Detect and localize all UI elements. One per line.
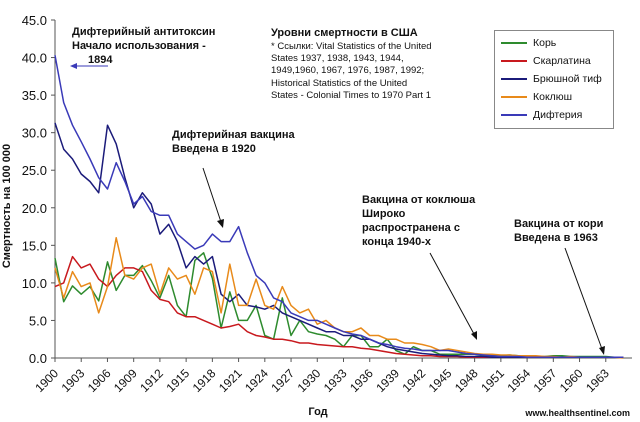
antitoxin-line2: Начало использования -: [72, 40, 206, 52]
x-tick-label: 1942: [400, 366, 429, 395]
y-tick-label: 40.0: [22, 51, 47, 66]
source-line4: Historical Statistics of the United: [271, 77, 408, 89]
legend-item-typhoid: Брюшной тиф: [501, 72, 613, 86]
legend-item-measles: Корь: [501, 36, 613, 50]
x-tick-label: 1933: [321, 366, 350, 395]
y-tick-label: 30.0: [22, 126, 47, 141]
source-line3: 1949,1960, 1967, 1976, 1987, 1992;: [271, 65, 425, 77]
legend-item-pertussis: Коклюш: [501, 90, 613, 104]
measles-line2: Введена в 1963: [514, 232, 598, 244]
x-tick-label: 1948: [452, 366, 481, 395]
x-tick-label: 1954: [504, 366, 533, 395]
y-tick-label: 35.0: [22, 88, 47, 103]
legend-label-typhoid: Брюшной тиф: [533, 73, 602, 85]
x-tick-label: 1903: [59, 366, 88, 395]
antitoxin-line1: Дифтерийный антитоксин: [72, 26, 216, 38]
legend-label-measles: Корь: [533, 37, 557, 49]
x-tick-label: 1915: [163, 366, 192, 395]
legend: Корь Скарлатина Брюшной тиф Коклюш Дифте…: [494, 30, 614, 129]
pertussis-line4: конца 1940-х: [362, 236, 432, 248]
x-tick-label: 1909: [111, 366, 140, 395]
source-line2: States 1937, 1938, 1943, 1944,: [271, 53, 404, 65]
legend-label-pertussis: Коклюш: [533, 91, 573, 103]
diph-vaccine-arrowhead: [217, 219, 224, 228]
y-tick-label: 15.0: [22, 238, 47, 253]
x-tick-label: 1936: [347, 366, 376, 395]
pertussis-line3: распространена с: [362, 222, 460, 234]
watermark: www.healthsentinel.com: [524, 408, 630, 418]
measles-arrow: [564, 247, 603, 350]
antitoxin-arrowhead: [70, 63, 77, 69]
x-tick-label: 1960: [557, 366, 586, 395]
pertussis-line2: Широко: [362, 208, 406, 220]
y-tick-label: 25.0: [22, 163, 47, 178]
series-line-3: [54, 237, 624, 359]
pertussis-annotation: Вакцина от коклюша Широко распространена…: [362, 193, 475, 249]
source-block: Уровни смертности в США * Ссылки: Vital …: [271, 26, 432, 102]
antitoxin-year: 1894: [88, 54, 113, 66]
legend-swatch-diphtheria: [501, 114, 527, 116]
diph-vaccine-annotation: Дифтерийная вакцина Введена в 1920: [172, 128, 295, 156]
y-tick-label: 5.0: [29, 313, 47, 328]
legend-swatch-pertussis: [501, 96, 527, 98]
y-tick-label: 20.0: [22, 201, 47, 216]
x-tick-label: 1963: [583, 366, 612, 395]
source-line5: States - Colonial Times to 1970 Part 1: [271, 89, 431, 101]
x-tick-label: 1924: [242, 366, 271, 395]
pertussis-arrow: [429, 252, 475, 335]
diph-vaccine-arrow: [202, 167, 222, 223]
diph-vaccine-line2: Введена в 1920: [172, 143, 256, 155]
pertussis-line1: Вакцина от коклюша: [362, 194, 476, 206]
series-line-4: [54, 55, 624, 358]
diph-vaccine-line1: Дифтерийная вакцина: [172, 129, 295, 141]
x-tick-label: 1918: [190, 366, 219, 395]
x-tick-label: 1927: [268, 366, 297, 395]
x-tick-label: 1906: [85, 366, 114, 395]
series-line-0: [54, 252, 624, 358]
chart-title: Уровни смертности в США: [271, 27, 418, 39]
source-line1: * Ссылки: Vital Statistics of the United: [271, 41, 432, 52]
legend-item-diphtheria: Дифтерия: [501, 108, 613, 122]
x-tick-label: 1951: [478, 366, 507, 395]
legend-swatch-typhoid: [501, 78, 527, 80]
measles-annotation: Вакцина от кори Введена в 1963: [514, 217, 603, 245]
x-axis-label: Год: [308, 406, 327, 418]
x-tick-label: 1939: [373, 366, 402, 395]
measles-arrowhead: [599, 346, 605, 355]
x-tick-label: 1945: [426, 366, 455, 395]
legend-label-diphtheria: Дифтерия: [533, 109, 583, 121]
x-tick-label: 1930: [295, 366, 324, 395]
y-tick-label: 0.0: [29, 351, 47, 366]
legend-swatch-measles: [501, 42, 527, 44]
legend-item-scarlet: Скарлатина: [501, 54, 613, 68]
x-tick-label: 1921: [216, 366, 245, 395]
pertussis-arrowhead: [471, 331, 477, 340]
x-tick-label: 1957: [531, 366, 560, 395]
legend-label-scarlet: Скарлатина: [533, 55, 591, 67]
measles-line1: Вакцина от кори: [514, 218, 604, 230]
legend-swatch-scarlet: [501, 60, 527, 62]
y-tick-label: 10.0: [22, 276, 47, 291]
x-tick-label: 1900: [32, 366, 61, 395]
antitoxin-annotation: Дифтерийный антитоксин Начало использова…: [72, 25, 215, 67]
x-tick-label: 1912: [137, 366, 166, 395]
y-axis-label: Смертность на 100 000: [1, 144, 13, 268]
y-tick-label: 45.0: [22, 13, 47, 28]
